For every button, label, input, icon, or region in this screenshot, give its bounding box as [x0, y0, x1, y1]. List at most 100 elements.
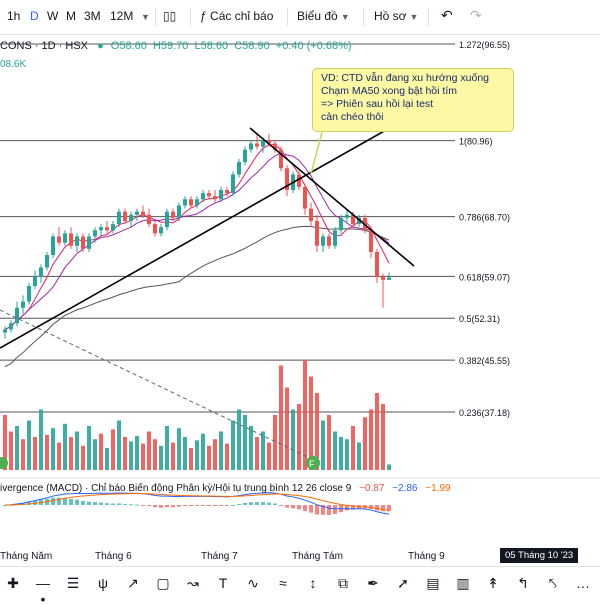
fib-level-label: 1(80.96): [459, 137, 493, 147]
abcd-pattern-icon[interactable]: ≈: [279, 575, 287, 591]
macd-legend: ivergence (MACD) · Chỉ báo Biến động Phâ…: [0, 483, 451, 494]
candle-body: [195, 199, 199, 206]
macd-histogram-bar: [201, 505, 205, 506]
pitchfork-icon[interactable]: ψ: [98, 575, 108, 591]
volume-bar: [45, 434, 49, 470]
volume-bar: [99, 433, 103, 470]
macd-histogram-bar: [3, 505, 7, 506]
macd-histogram-bar: [183, 505, 187, 507]
rectangle-icon[interactable]: ▢: [156, 575, 170, 591]
short-position-icon[interactable]: ▥: [456, 575, 470, 591]
price-range-icon[interactable]: ↕: [309, 575, 317, 591]
volume-bar: [195, 440, 199, 470]
undo-icon[interactable]: ↶: [441, 7, 453, 23]
indicators-button[interactable]: ƒ Các chỉ báo: [200, 9, 273, 23]
trend-line-ascending[interactable]: [0, 111, 419, 349]
macd-histogram-bar: [333, 505, 337, 514]
price-chart[interactable]: 1.272(96.55) 1(80.96) 0.786(68.70) 0.618(59…: [0, 34, 600, 566]
trend-line-icon[interactable]: ↗: [127, 575, 139, 591]
fib-fan-icon[interactable]: ↟: [487, 575, 499, 591]
macd-histogram-bar: [195, 505, 199, 506]
fib-time-icon[interactable]: ⤣: [549, 575, 557, 591]
candle-body: [129, 214, 133, 221]
interval-12m[interactable]: 12M: [110, 9, 134, 23]
interval-d[interactable]: D: [30, 9, 39, 23]
annotation-pointer: [310, 131, 323, 175]
candle-body: [375, 251, 379, 277]
trend-line-descending[interactable]: [249, 127, 415, 267]
volume-bar: [63, 423, 67, 470]
candle-type-button[interactable]: ▯▯: [163, 9, 176, 23]
chart-type-button[interactable]: Biểu đồ ▼: [297, 9, 350, 23]
macd-histogram-bar: [129, 504, 133, 506]
macd-histogram-bar: [27, 501, 31, 505]
chart-type-label: Biểu đồ: [297, 9, 338, 23]
macd-title[interactable]: ivergence (MACD) · Chỉ báo Biến động Phâ…: [0, 483, 352, 494]
trend-lines[interactable]: [0, 111, 419, 463]
time-label: Tháng 7: [201, 551, 238, 562]
volume-legend: 08.6K: [0, 59, 27, 70]
crosshair-icon[interactable]: ✚: [7, 575, 19, 591]
interval-1h[interactable]: 1h: [7, 9, 21, 23]
macd-histogram-bar: [213, 505, 217, 506]
path-icon[interactable]: ↝: [187, 575, 199, 591]
macd-histogram-bar: [57, 497, 61, 505]
candle-body: [213, 196, 217, 200]
volume-bar: [189, 448, 193, 470]
macd-histogram-bar: [369, 505, 373, 510]
macd-panel: [0, 477, 600, 516]
fib-level-label: 0.5(52.31): [459, 314, 500, 324]
fib-retracement[interactable]: 1.272(96.55) 1(80.96) 0.786(68.70) 0.618(59…: [0, 40, 510, 418]
interval-3m[interactable]: 3M: [84, 9, 101, 23]
macd-histogram-bar: [243, 502, 247, 505]
interval-m[interactable]: M: [66, 9, 76, 23]
ohlc-open: O58.60: [110, 40, 147, 52]
measure-icon[interactable]: ⧉: [338, 575, 348, 591]
macd-histogram-bar: [99, 502, 103, 505]
volume-bar: [291, 409, 295, 470]
horizontal-line-icon[interactable]: —•: [36, 575, 50, 607]
divider: [287, 8, 288, 26]
candle-body: [219, 189, 223, 200]
candle-body: [33, 276, 37, 287]
chevron-down-icon: ▼: [141, 12, 150, 22]
long-position-icon[interactable]: ▤: [426, 575, 440, 591]
interval-dropdown[interactable]: ▼: [138, 9, 150, 23]
interval-w[interactable]: W: [47, 9, 59, 23]
fib-level-label: 0.618(59.07): [459, 272, 510, 282]
volume-bar: [171, 442, 175, 470]
volume-bar: [39, 409, 43, 470]
volume-bar: [213, 439, 217, 470]
brush-icon[interactable]: ✒: [367, 575, 379, 591]
annotation-callout[interactable]: VD: CTD vẫn đang xu hướng xuống Chạm MA5…: [312, 68, 514, 132]
arrow-icon[interactable]: ➚: [397, 575, 409, 591]
dividend-marker-label: F: [309, 459, 315, 469]
volume-bar: [369, 409, 373, 470]
macd-histogram-bar: [309, 505, 313, 513]
time-label: Tháng 6: [95, 551, 132, 562]
text-tool-icon[interactable]: T: [218, 575, 228, 591]
macd-histogram-bar: [147, 505, 151, 507]
volume-bar: [159, 445, 163, 470]
volume-bar: [207, 445, 211, 470]
dividend-marker[interactable]: [0, 457, 8, 469]
redo-icon[interactable]: ↷: [470, 7, 482, 23]
volume-bar: [153, 439, 157, 470]
parallel-channel-icon[interactable]: ☰: [66, 575, 80, 591]
symbol-label[interactable]: CONS · 1D · HSX: [0, 40, 89, 52]
xabcd-pattern-icon[interactable]: ∿: [247, 575, 259, 591]
gann-fan-icon[interactable]: ↰: [517, 575, 529, 591]
trend-line-dashed[interactable]: [0, 309, 319, 463]
macd-histogram-bar: [351, 505, 355, 510]
annotation-line: => Phiên sau hồi lại test: [321, 98, 434, 110]
candle-body: [279, 149, 283, 169]
dividend-marker[interactable]: [306, 456, 320, 470]
profile-button[interactable]: Hồ sơ ▼: [374, 9, 418, 23]
more-tools-icon[interactable]: …: [576, 575, 590, 591]
candle-body: [297, 174, 301, 187]
macd-histogram-bar: [261, 502, 265, 505]
volume-bar: [87, 426, 91, 470]
macd-histogram-bar: [303, 505, 307, 512]
macd-histogram-bar: [117, 503, 121, 505]
candle-body: [351, 214, 355, 225]
